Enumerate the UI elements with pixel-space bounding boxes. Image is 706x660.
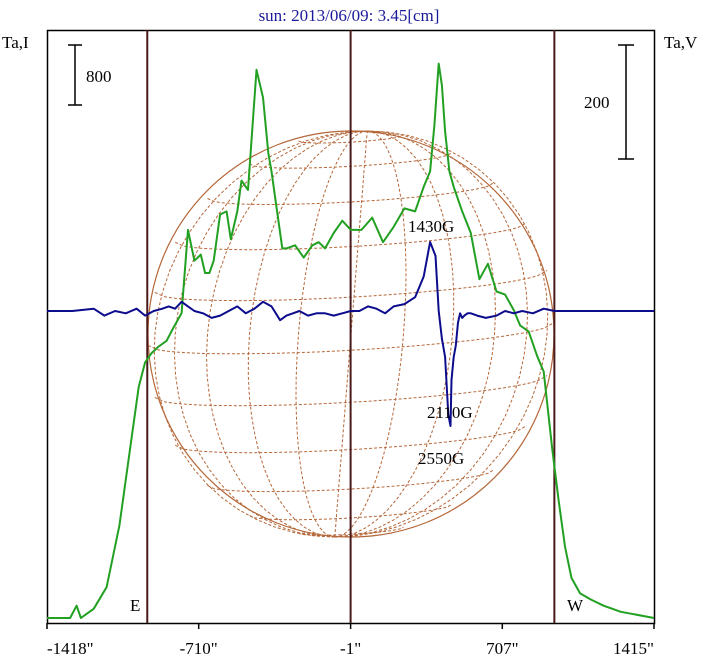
x-tick-label: -1418" [47, 639, 94, 658]
scale-bar-left-label: 800 [86, 67, 112, 86]
limb-marker-west: W [567, 596, 584, 615]
x-axis-ticks: -1418" -710" -1" 707" 1415" [46, 623, 655, 658]
longitude-line [334, 130, 407, 538]
scale-bar-right-label: 200 [584, 93, 610, 112]
longitude-line [334, 131, 368, 537]
scale-bar-right [618, 44, 634, 160]
longitude-line [295, 130, 368, 538]
latitude-line [147, 322, 555, 355]
longitude-line [205, 130, 368, 538]
chart-title: sun: 2013/06/09: 3.45[cm] [259, 6, 440, 25]
x-tick-label: -710" [180, 639, 218, 658]
series-line-v [47, 241, 654, 427]
longitude-line [334, 130, 549, 538]
limb-lines [146, 30, 556, 623]
series-layer [47, 62, 655, 619]
y-axis-label-right: Ta,V [664, 33, 698, 52]
annotation-1430g: 1430G [408, 217, 454, 236]
latitude-line [207, 181, 495, 205]
x-tick-label: 1415" [613, 639, 654, 658]
x-tick-label: -1" [340, 639, 361, 658]
annotation-2550g: 2550G [418, 449, 464, 468]
x-tick-label: 707" [486, 639, 518, 658]
limb-marker-east: E [130, 596, 140, 615]
scale-bar-left [68, 44, 82, 106]
longitude-line [247, 130, 368, 538]
series-line-i [47, 62, 655, 619]
longitude-line [153, 130, 368, 538]
y-axis-label-left: Ta,I [2, 33, 29, 52]
longitude-line [334, 130, 529, 538]
longitude-line [334, 130, 497, 538]
longitude-line [334, 130, 455, 538]
annotation-2110g: 2110G [427, 403, 473, 422]
latitude-line [207, 469, 495, 493]
longitude-line [173, 130, 368, 538]
